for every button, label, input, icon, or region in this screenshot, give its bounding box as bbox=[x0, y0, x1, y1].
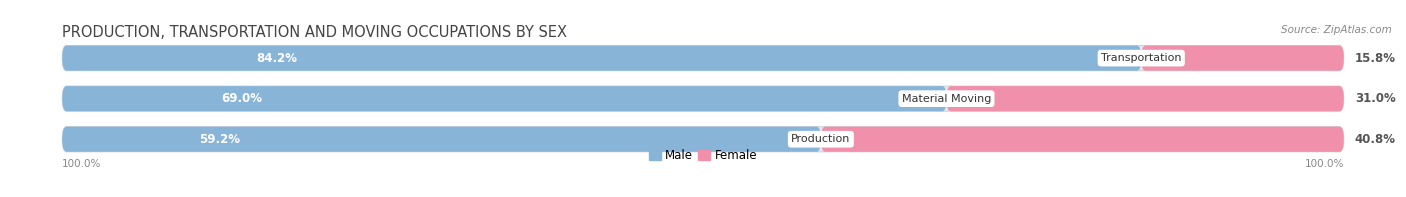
FancyBboxPatch shape bbox=[821, 127, 1344, 152]
Text: 15.8%: 15.8% bbox=[1355, 52, 1396, 65]
Text: 59.2%: 59.2% bbox=[198, 133, 240, 146]
Text: 100.0%: 100.0% bbox=[1305, 159, 1344, 169]
FancyBboxPatch shape bbox=[1142, 46, 1344, 71]
Legend: Male, Female: Male, Female bbox=[644, 144, 762, 167]
Text: 31.0%: 31.0% bbox=[1355, 92, 1396, 105]
Text: Source: ZipAtlas.com: Source: ZipAtlas.com bbox=[1281, 25, 1392, 35]
Text: Transportation: Transportation bbox=[1101, 53, 1181, 63]
Text: 100.0%: 100.0% bbox=[62, 159, 101, 169]
FancyBboxPatch shape bbox=[62, 127, 821, 152]
Text: 84.2%: 84.2% bbox=[256, 52, 298, 65]
Text: Production: Production bbox=[792, 134, 851, 144]
Text: Material Moving: Material Moving bbox=[901, 94, 991, 104]
FancyBboxPatch shape bbox=[62, 86, 1344, 111]
FancyBboxPatch shape bbox=[62, 46, 1344, 71]
Text: 40.8%: 40.8% bbox=[1355, 133, 1396, 146]
Text: 69.0%: 69.0% bbox=[221, 92, 263, 105]
FancyBboxPatch shape bbox=[62, 46, 1142, 71]
FancyBboxPatch shape bbox=[62, 127, 1344, 152]
FancyBboxPatch shape bbox=[946, 86, 1344, 111]
FancyBboxPatch shape bbox=[62, 86, 946, 111]
Text: PRODUCTION, TRANSPORTATION AND MOVING OCCUPATIONS BY SEX: PRODUCTION, TRANSPORTATION AND MOVING OC… bbox=[62, 25, 567, 40]
